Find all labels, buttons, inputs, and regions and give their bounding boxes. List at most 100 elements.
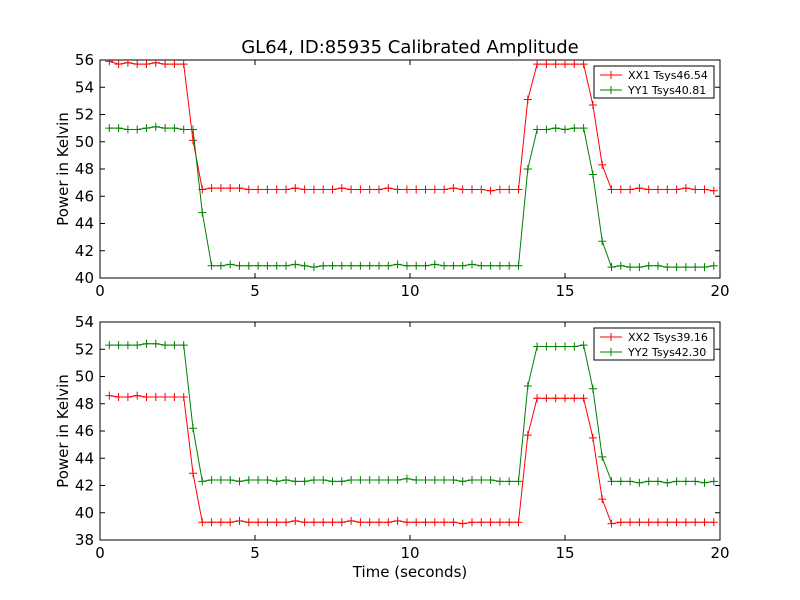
- data-point: [179, 125, 188, 134]
- data-point: [495, 518, 504, 527]
- y-tick-label: 48: [75, 160, 94, 178]
- data-point: [663, 518, 672, 527]
- data-point: [328, 261, 337, 270]
- data-point: [170, 60, 179, 69]
- data-point: [142, 124, 151, 133]
- data-point: [458, 185, 467, 194]
- y-tick-label: 44: [75, 215, 94, 233]
- legend: XX2 Tsys39.16 YY2 Tsys42.30: [593, 327, 715, 361]
- data-point: [226, 476, 235, 485]
- data-point: [123, 341, 132, 350]
- data-point: [384, 476, 393, 485]
- legend-entry: XX1 Tsys46.54: [628, 69, 708, 82]
- data-point: [133, 391, 142, 400]
- data-point: [709, 477, 718, 486]
- data-point: [189, 469, 197, 478]
- x-tick-label: 5: [250, 282, 260, 300]
- data-point: [263, 476, 272, 485]
- data-point: [347, 476, 356, 485]
- legend-marker: [607, 71, 615, 79]
- y-tick-label: 42: [75, 477, 94, 495]
- data-point: [644, 477, 653, 486]
- data-point: [449, 518, 458, 527]
- data-point: [421, 185, 430, 194]
- data-point: [207, 184, 216, 193]
- data-point: [523, 165, 532, 173]
- data-point: [291, 184, 300, 193]
- data-point: [449, 476, 458, 485]
- data-point: [235, 477, 244, 486]
- data-point: [393, 185, 402, 194]
- data-point: [319, 185, 328, 194]
- data-point: [291, 260, 300, 269]
- data-point: [430, 518, 439, 527]
- data-point: [542, 342, 551, 351]
- data-point: [319, 518, 328, 527]
- data-point: [291, 516, 300, 525]
- data-point: [347, 185, 356, 194]
- data-point: [151, 392, 160, 401]
- data-point: [681, 263, 690, 272]
- x-tick-label: 15: [555, 544, 574, 562]
- data-point: [198, 208, 207, 217]
- data-point: [244, 476, 253, 485]
- data-point: [495, 185, 504, 194]
- data-point: [189, 125, 197, 134]
- data-point: [328, 477, 337, 486]
- data-point: [300, 518, 309, 527]
- y-tick-label: 40: [75, 504, 94, 522]
- data-point: [607, 519, 616, 528]
- data-point: [468, 260, 476, 269]
- data-point: [319, 261, 328, 270]
- data-point: [542, 394, 551, 403]
- data-point: [235, 184, 244, 193]
- data-point: [644, 518, 653, 527]
- data-point: [468, 476, 476, 485]
- data-point: [533, 125, 542, 134]
- data-point: [449, 261, 458, 270]
- data-point: [588, 384, 597, 393]
- data-point: [561, 125, 569, 134]
- data-point: [207, 518, 216, 527]
- data-point: [142, 339, 151, 348]
- data-point: [309, 185, 318, 194]
- top-panel-xx1-yy1: 0 5 10 15 20 40 42 44 46 48 50 52 54 56 Power in Kelvi…: [54, 51, 730, 300]
- data-point: [681, 477, 690, 486]
- data-point: [309, 263, 318, 272]
- x-tick-label: 15: [555, 282, 574, 300]
- data-point: [579, 394, 588, 403]
- data-point: [570, 394, 579, 403]
- y-tick-label: 44: [75, 449, 94, 467]
- data-point: [216, 476, 225, 485]
- data-point: [161, 124, 170, 133]
- data-point: [133, 125, 142, 134]
- data-point: [142, 392, 151, 401]
- data-point: [309, 476, 318, 485]
- bottom-panel-xx2-yy2: 0 5 10 15 20 38 40 42 44 46 48 50 52 54 Power in Kelvi…: [54, 313, 730, 581]
- y-axis-label: Power in Kelvin: [54, 374, 72, 488]
- data-point: [588, 170, 597, 179]
- data-point: [468, 518, 476, 527]
- data-point: [551, 342, 560, 351]
- data-point: [672, 263, 681, 272]
- data-point: [291, 477, 300, 486]
- x-tick-label: 0: [95, 282, 105, 300]
- data-point: [440, 185, 449, 194]
- data-point: [384, 184, 393, 193]
- data-point: [235, 516, 244, 525]
- y-tick-label: 48: [75, 395, 94, 413]
- data-point: [635, 184, 644, 193]
- data-point: [263, 518, 272, 527]
- data-point: [226, 260, 235, 269]
- data-point: [626, 263, 635, 272]
- series-xx1: [105, 60, 718, 195]
- data-point: [151, 60, 160, 67]
- x-axis-label: Time (seconds): [352, 563, 468, 581]
- data-point: [114, 341, 123, 350]
- legend-marker: [607, 86, 615, 94]
- data-point: [300, 261, 309, 270]
- data-point: [105, 341, 114, 350]
- data-point: [393, 516, 402, 525]
- data-point: [161, 392, 170, 401]
- data-point: [337, 477, 346, 486]
